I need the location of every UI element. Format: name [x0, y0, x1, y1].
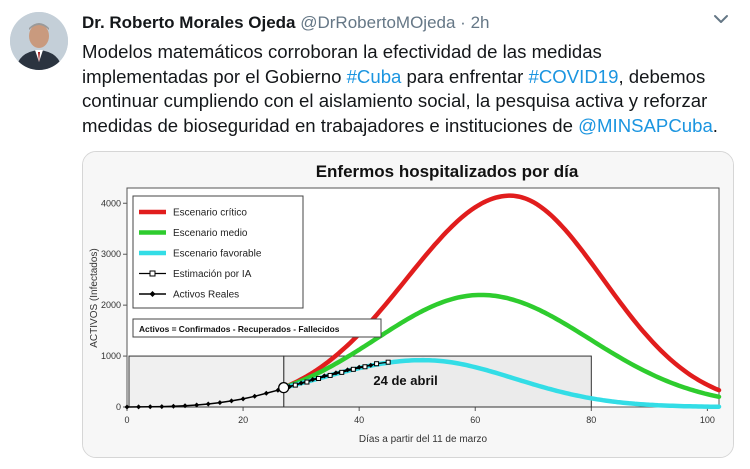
x-axis-label: Días a partir del 11 de marzo: [359, 434, 488, 445]
y-tick-label: 4000: [101, 198, 121, 208]
x-tick-label: 100: [700, 415, 715, 425]
start-marker: [278, 381, 290, 394]
note-text: Activos = Confirmados - Recuperados - Fa…: [139, 324, 340, 334]
data-point: [147, 404, 153, 410]
x-tick-label: 0: [124, 415, 129, 425]
x-tick-label: 40: [354, 415, 364, 425]
highlight-box-left: [128, 355, 285, 408]
legend-label: Escenario crítico: [173, 208, 247, 219]
data-point: [304, 379, 310, 385]
chevron-down-icon[interactable]: [710, 8, 732, 30]
tweet-text-segment: , debemos: [618, 65, 706, 87]
tweet-text-line: medidas de bioseguridad en trabajadores …: [82, 114, 742, 139]
tweet-text-line: Modelos matemáticos corroboran la efecti…: [82, 40, 742, 65]
tweet-text-segment: Modelos matemáticos corroboran la efecti…: [82, 41, 602, 62]
note-box: [132, 318, 382, 338]
y-tick-label: 1000: [101, 351, 121, 361]
avatar[interactable]: [10, 12, 68, 70]
tweet-text-segment: para enfrentar: [401, 65, 529, 87]
data-point: [170, 403, 176, 409]
data-point: [292, 382, 298, 388]
user-handle[interactable]: @DrRobertoMOjeda: [300, 13, 456, 32]
legend-label: Activos Reales: [173, 290, 239, 301]
tweet-text-segment: continuar cumpliendo con el aislamiento …: [82, 90, 708, 111]
tweet-text-line: continuar cumpliendo con el aislamiento …: [82, 89, 742, 114]
data-point: [205, 401, 211, 407]
data-point: [136, 404, 142, 410]
legend-label: Escenario medio: [173, 228, 248, 239]
separator-dot: ·: [460, 13, 466, 32]
series-line: [283, 361, 389, 389]
y-tick-label: 3000: [101, 249, 121, 259]
data-point: [350, 366, 356, 372]
data-point: [385, 359, 391, 365]
date-annotation: 24 de abril: [373, 373, 437, 388]
x-tick-label: 80: [586, 415, 596, 425]
legend-label: Escenario favorable: [173, 249, 262, 260]
display-name[interactable]: Dr. Roberto Morales Ojeda: [82, 13, 296, 32]
tweet-text-segment: .: [712, 114, 718, 136]
data-point: [275, 387, 281, 393]
chart-title: Enfermos hospitalizados por día: [316, 162, 579, 181]
legend-label: Estimación por IA: [173, 269, 252, 280]
data-point: [316, 375, 322, 381]
avatar-image: [10, 12, 68, 70]
tweet-header: Dr. Roberto Morales Ojeda @DrRobertoMOje…: [82, 13, 490, 33]
mention-link[interactable]: @MINSAPCuba: [578, 114, 713, 136]
legend-marker: [149, 291, 156, 297]
y-axis-label: ACTIVOS (Infectados): [89, 248, 100, 347]
legend-marker: [149, 270, 156, 277]
x-tick-label: 20: [238, 415, 248, 425]
x-tick-label: 60: [470, 415, 480, 425]
tweet-text: Modelos matemáticos corroboran la efecti…: [82, 40, 742, 138]
data-point: [362, 364, 368, 370]
hashtag-link[interactable]: #COVID19: [528, 65, 619, 87]
y-tick-label: 0: [116, 402, 121, 412]
y-tick-label: 2000: [101, 300, 121, 310]
media-card[interactable]: Enfermos hospitalizados por día 0 20 40 60 80…: [82, 151, 734, 458]
data-point: [263, 390, 269, 396]
hashtag-link[interactable]: #Cuba: [346, 65, 402, 87]
data-point: [217, 400, 223, 406]
data-point: [252, 393, 258, 399]
chart-image: Enfermos hospitalizados por día 0 20 40 60 80…: [83, 152, 733, 457]
data-point: [339, 369, 345, 375]
data-point: [228, 398, 234, 404]
series-line: [281, 292, 722, 400]
legend: Escenario crítico Escenario medio Escenari…: [132, 195, 304, 309]
tweet-text-line: implementadas por el Gobierno #Cuba para…: [82, 65, 742, 90]
data-point: [374, 361, 380, 367]
timestamp[interactable]: 2h: [470, 13, 490, 32]
tweet-text-segment: implementadas por el Gobierno: [82, 65, 347, 87]
data-point: [159, 404, 165, 410]
data-point: [182, 403, 188, 409]
data-point: [194, 402, 200, 408]
data-point: [240, 396, 246, 402]
data-point: [124, 404, 130, 410]
data-point: [327, 372, 333, 378]
tweet-text-segment: medidas de bioseguridad en trabajadores …: [82, 114, 579, 136]
